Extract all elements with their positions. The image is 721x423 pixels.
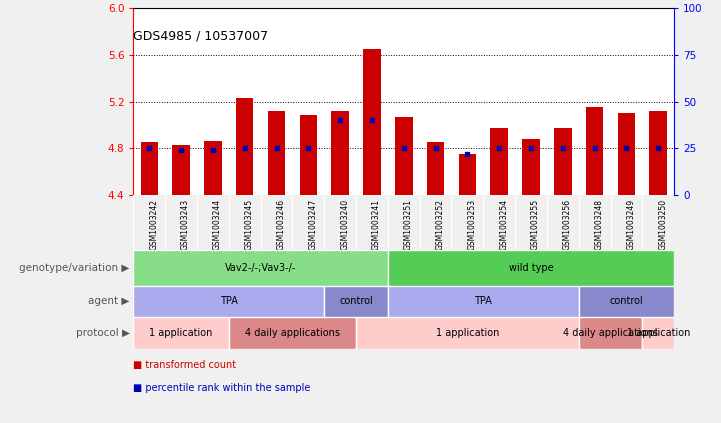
Text: GSM1003246: GSM1003246: [277, 199, 286, 250]
Text: GSM1003251: GSM1003251: [404, 199, 412, 250]
Bar: [579, 317, 642, 349]
Text: GSM1003244: GSM1003244: [213, 199, 222, 250]
Text: GDS4985 / 10537007: GDS4985 / 10537007: [133, 29, 268, 42]
Text: ■ percentile rank within the sample: ■ percentile rank within the sample: [133, 383, 311, 393]
Text: 4 daily applications: 4 daily applications: [563, 328, 658, 338]
Bar: [300, 115, 317, 195]
Bar: [133, 286, 324, 317]
Bar: [395, 117, 412, 195]
Bar: [172, 145, 190, 195]
Text: 1 application: 1 application: [627, 328, 690, 338]
Bar: [642, 317, 674, 349]
Bar: [522, 139, 540, 195]
Text: wild type: wild type: [509, 263, 553, 272]
Bar: [133, 250, 388, 286]
Text: GSM1003242: GSM1003242: [149, 199, 159, 250]
Text: GSM1003248: GSM1003248: [595, 199, 603, 250]
Bar: [388, 286, 579, 317]
Text: 1 application: 1 application: [149, 328, 213, 338]
Text: Vav2-/-;Vav3-/-: Vav2-/-;Vav3-/-: [225, 263, 296, 272]
Bar: [332, 111, 349, 195]
Bar: [554, 128, 572, 195]
Bar: [356, 317, 579, 349]
Text: GSM1003254: GSM1003254: [499, 199, 508, 250]
Text: GSM1003247: GSM1003247: [309, 199, 317, 250]
Text: GSM1003241: GSM1003241: [372, 199, 381, 250]
Text: TPA: TPA: [220, 297, 238, 306]
Bar: [141, 142, 158, 195]
Bar: [324, 286, 388, 317]
Bar: [459, 154, 476, 195]
Text: ■ transformed count: ■ transformed count: [133, 360, 236, 370]
Bar: [579, 286, 674, 317]
Text: 4 daily applications: 4 daily applications: [245, 328, 340, 338]
Text: control: control: [609, 297, 643, 306]
Bar: [618, 113, 635, 195]
Text: genotype/variation ▶: genotype/variation ▶: [19, 263, 130, 272]
Bar: [236, 98, 254, 195]
Text: GSM1003256: GSM1003256: [563, 199, 572, 250]
Text: control: control: [339, 297, 373, 306]
Bar: [229, 317, 356, 349]
Text: GSM1003243: GSM1003243: [181, 199, 190, 250]
Bar: [267, 111, 286, 195]
Text: TPA: TPA: [474, 297, 492, 306]
Bar: [133, 317, 229, 349]
Text: GSM1003245: GSM1003245: [244, 199, 254, 250]
Bar: [427, 142, 444, 195]
Text: GSM1003250: GSM1003250: [658, 199, 667, 250]
Text: GSM1003249: GSM1003249: [627, 199, 635, 250]
Text: protocol ▶: protocol ▶: [76, 328, 130, 338]
Bar: [388, 250, 674, 286]
Bar: [204, 141, 221, 195]
Bar: [650, 111, 667, 195]
Bar: [363, 49, 381, 195]
Bar: [586, 107, 603, 195]
Text: 1 application: 1 application: [435, 328, 499, 338]
Text: GSM1003240: GSM1003240: [340, 199, 349, 250]
Text: agent ▶: agent ▶: [89, 297, 130, 306]
Text: GSM1003255: GSM1003255: [531, 199, 540, 250]
Text: GSM1003253: GSM1003253: [467, 199, 477, 250]
Bar: [490, 128, 508, 195]
Text: GSM1003252: GSM1003252: [435, 199, 445, 250]
